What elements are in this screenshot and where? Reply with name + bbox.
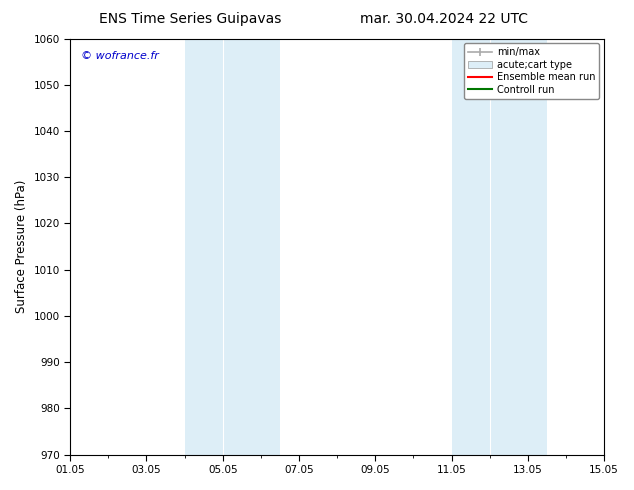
Text: ENS Time Series Guipavas: ENS Time Series Guipavas (99, 12, 281, 26)
Text: © wofrance.fr: © wofrance.fr (81, 51, 158, 61)
Bar (184, 39, 280, 455)
Legend: min/max, acute;cart type, Ensemble mean run, Controll run: min/max, acute;cart type, Ensemble mean … (464, 44, 599, 98)
Text: mar. 30.04.2024 22 UTC: mar. 30.04.2024 22 UTC (360, 12, 527, 26)
Bar (451, 39, 547, 455)
Y-axis label: Surface Pressure (hPa): Surface Pressure (hPa) (15, 180, 28, 313)
